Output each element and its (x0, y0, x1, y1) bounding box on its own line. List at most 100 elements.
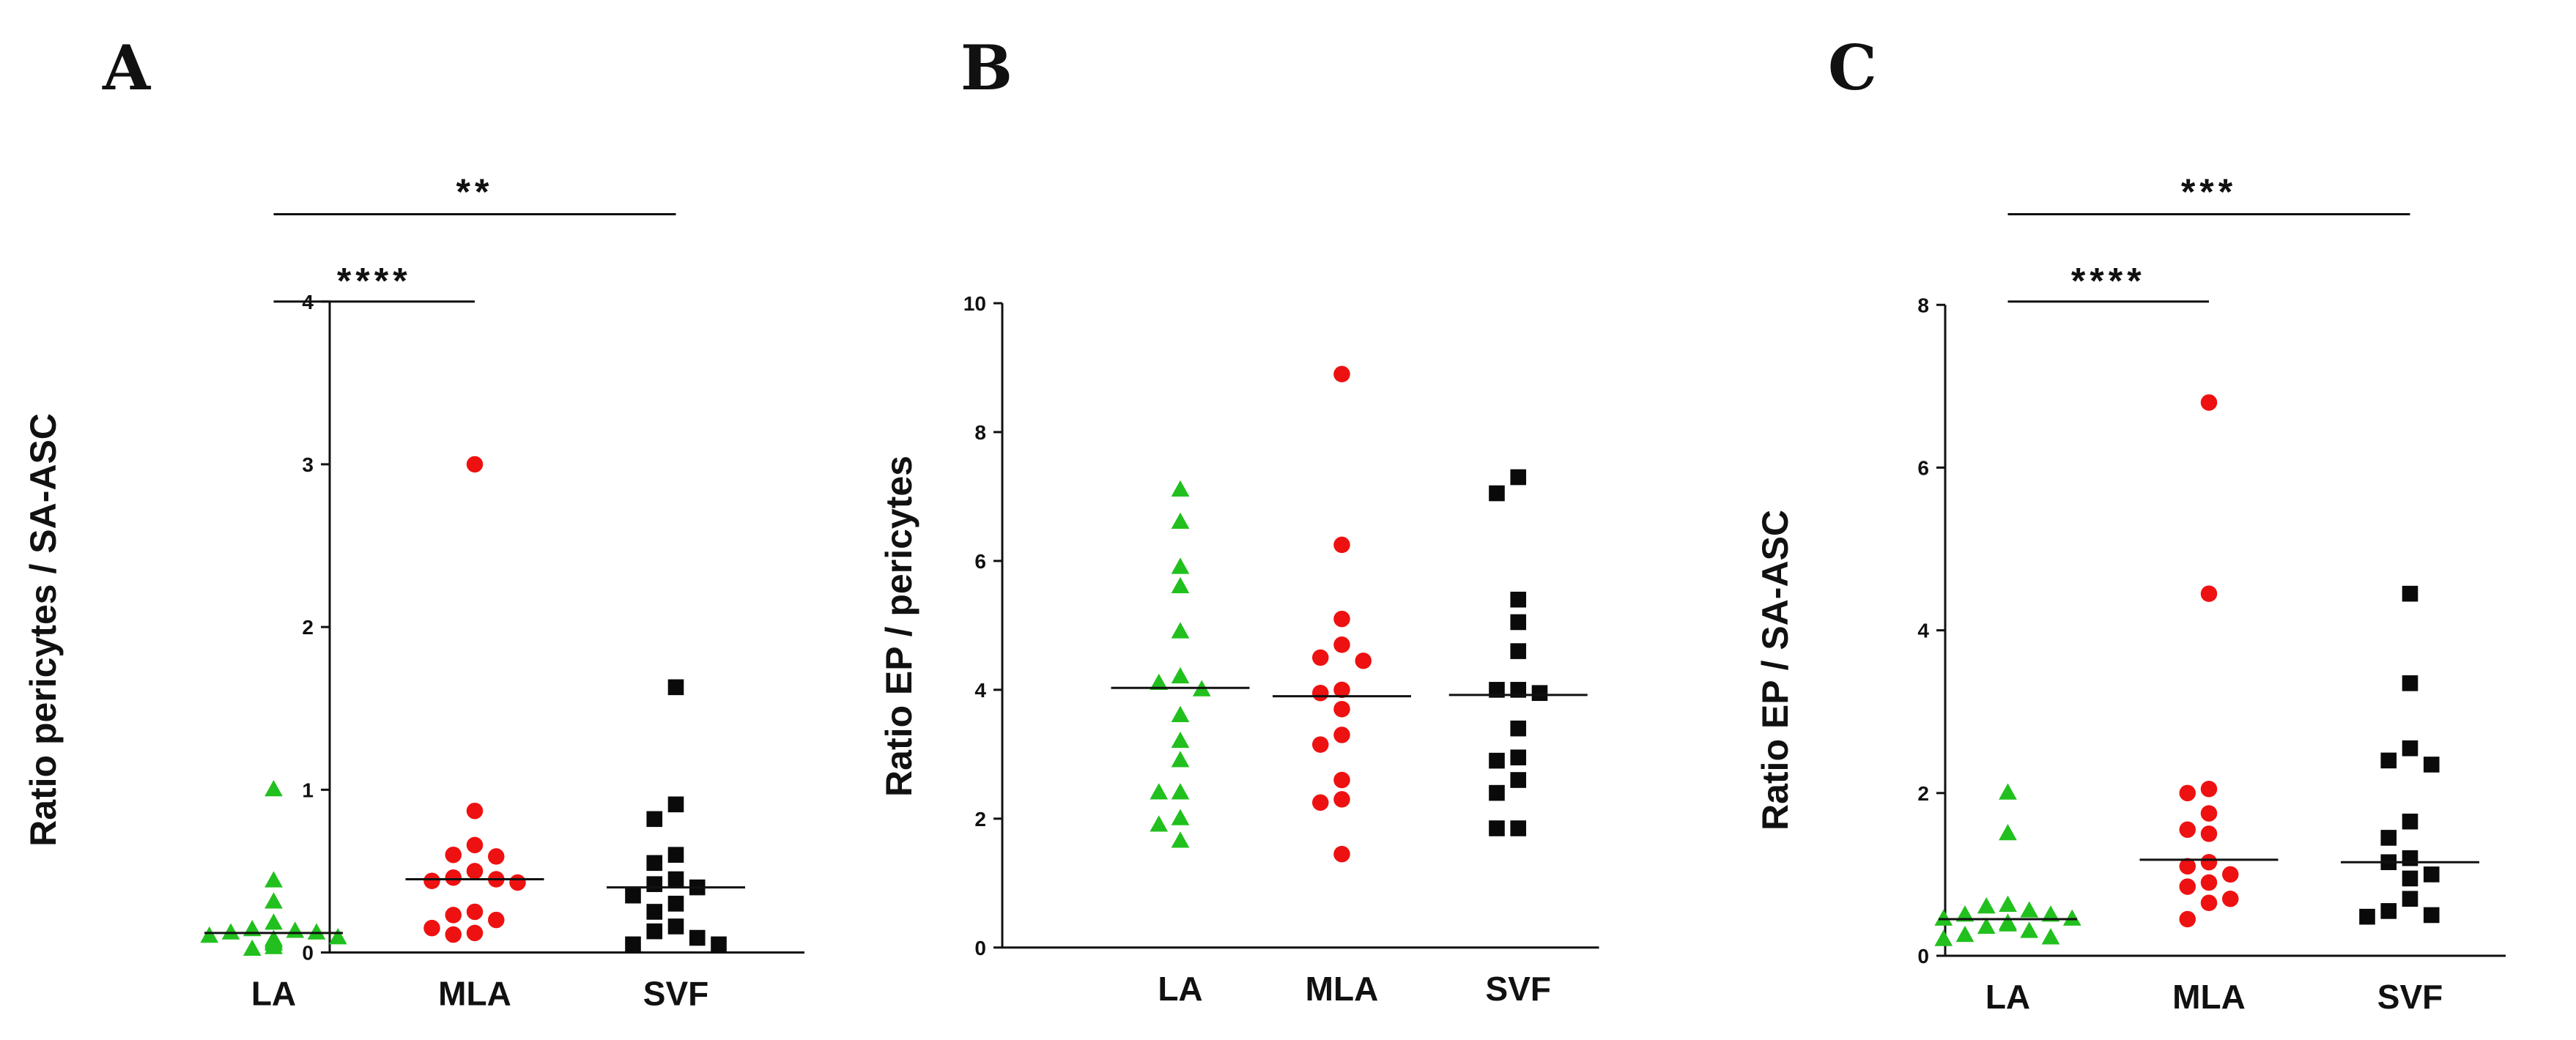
data-point-la (328, 928, 347, 945)
data-point-svf (1531, 685, 1548, 702)
data-point-svf (646, 876, 663, 892)
data-point-svf (2402, 675, 2418, 691)
panel-b: B Ratio EP / pericytes 0 2 4 6 8 10 LA MLA SVF (878, 31, 1599, 1008)
y-tick-label: 6 (1917, 456, 1929, 479)
data-point-mla (1312, 649, 1329, 666)
x-category-label-svf: SVF (643, 975, 708, 1013)
data-point-svf (2402, 891, 2418, 907)
data-point-mla (423, 872, 440, 889)
data-point-la (1171, 576, 1190, 593)
x-category-label-la: LA (251, 975, 296, 1013)
data-point-mla (2222, 890, 2239, 907)
data-point-svf (2380, 903, 2397, 919)
data-point-mla (1312, 794, 1329, 811)
data-point-mla (466, 456, 484, 473)
data-point-svf (2402, 585, 2418, 602)
y-tick-label: 2 (974, 808, 986, 831)
data-point-mla (1333, 771, 1350, 789)
data-point-mla (1333, 681, 1350, 699)
data-point-svf (2380, 752, 2397, 769)
data-point-la (2020, 901, 2039, 918)
data-point-la (1150, 673, 1169, 690)
y-tick-label: 0 (302, 942, 314, 965)
data-point-svf (1510, 643, 1527, 659)
x-category-label-svf: SVF (1486, 970, 1551, 1008)
significance-label: **** (2071, 261, 2146, 302)
data-point-la (1171, 512, 1190, 530)
data-point-mla (2179, 821, 2196, 839)
data-point-la (1934, 909, 1953, 926)
data-point-svf (2402, 870, 2418, 887)
data-point-svf (2423, 757, 2440, 773)
data-point-la (307, 923, 326, 940)
data-point-svf (2402, 813, 2418, 830)
data-point-mla (1355, 653, 1372, 669)
y-tick-label: 4 (1917, 620, 1929, 642)
y-tick-label: 6 (974, 550, 986, 573)
y-tick-label: 10 (963, 292, 986, 315)
x-category-label-la: LA (1985, 978, 2030, 1016)
data-point-la (1999, 895, 2017, 913)
data-point-mla (1333, 700, 1350, 718)
x-category-label-la: LA (1158, 970, 1202, 1008)
data-point-svf (646, 811, 663, 828)
data-point-la (221, 923, 240, 940)
data-point-mla (2200, 585, 2218, 602)
data-point-mla (445, 846, 462, 863)
data-point-la (264, 913, 283, 930)
data-point-svf (1489, 485, 1505, 502)
y-tick-label: 0 (974, 937, 986, 959)
data-point-mla (1333, 791, 1350, 808)
data-point-la (264, 871, 283, 888)
data-point-svf (1510, 591, 1527, 608)
data-point-svf (625, 887, 641, 904)
data-point-la (1999, 915, 2017, 932)
data-point-mla (2200, 805, 2218, 822)
data-point-mla (1333, 536, 1350, 554)
data-point-svf (2423, 866, 2440, 883)
y-tick-label: 3 (302, 453, 314, 476)
data-point-mla (2200, 781, 2218, 798)
data-point-la (200, 926, 219, 943)
data-point-la (1171, 480, 1190, 497)
data-point-la (1955, 905, 1974, 922)
data-point-la (2041, 928, 2060, 945)
data-point-mla (2222, 866, 2239, 883)
data-point-svf (646, 855, 663, 872)
y-tick-label: 2 (302, 616, 314, 639)
plot-area-b: 0 2 4 6 8 10 LA MLA SVF (963, 292, 1599, 1008)
data-point-la (1171, 557, 1190, 574)
data-point-svf (2402, 740, 2418, 757)
data-point-mla (509, 874, 526, 891)
data-point-svf (1489, 820, 1505, 836)
data-point-la (1999, 783, 2017, 800)
data-point-mla (466, 863, 484, 880)
data-point-svf (667, 847, 684, 863)
significance-label: ** (456, 171, 494, 212)
y-tick-label: 1 (302, 779, 314, 801)
significance-label: **** (337, 261, 412, 302)
data-point-la (1171, 751, 1190, 768)
data-point-la (1171, 731, 1190, 749)
data-point-svf (667, 918, 684, 935)
data-point-svf (2359, 908, 2375, 925)
data-point-svf (1510, 772, 1527, 788)
panel-letter-b: B (961, 31, 1013, 104)
data-point-svf (1510, 614, 1527, 631)
panel-a: A Ratio pericytes / SA-ASC 01234LAMLASVF… (23, 31, 804, 1013)
data-point-mla (1333, 845, 1350, 863)
y-axis-title-c: Ratio EP / SA-ASC (1755, 510, 1796, 831)
x-category-label-mla: MLA (1306, 970, 1379, 1008)
data-point-mla (466, 836, 484, 854)
data-point-mla (466, 903, 484, 921)
data-point-mla (2200, 853, 2218, 871)
data-point-svf (667, 796, 684, 813)
data-point-mla (1312, 736, 1329, 753)
data-point-la (286, 921, 305, 938)
data-point-la (1171, 705, 1190, 722)
data-point-svf (711, 936, 727, 953)
data-point-svf (1510, 682, 1527, 698)
y-tick-label: 8 (974, 421, 986, 444)
data-point-la (1171, 783, 1190, 800)
